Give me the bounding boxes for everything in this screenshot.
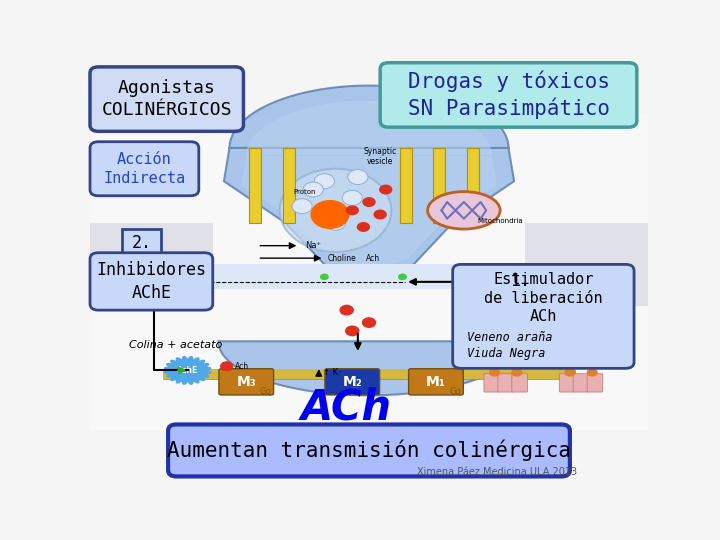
- FancyBboxPatch shape: [249, 148, 261, 223]
- Circle shape: [398, 274, 407, 280]
- FancyBboxPatch shape: [512, 374, 528, 392]
- Circle shape: [564, 368, 575, 377]
- Text: Acción
Indirecta: Acción Indirecta: [104, 152, 186, 186]
- Text: Ca²⁺: Ca²⁺: [503, 276, 525, 286]
- FancyBboxPatch shape: [400, 148, 412, 223]
- Text: 1.: 1.: [510, 272, 530, 290]
- Polygon shape: [224, 86, 514, 281]
- FancyBboxPatch shape: [163, 369, 575, 379]
- FancyBboxPatch shape: [409, 369, 463, 395]
- FancyBboxPatch shape: [168, 424, 570, 476]
- Text: Gi: Gi: [351, 387, 359, 396]
- FancyBboxPatch shape: [90, 253, 213, 310]
- Text: AchE: AchE: [177, 366, 198, 375]
- FancyBboxPatch shape: [526, 223, 648, 306]
- Text: Gq: Gq: [260, 387, 271, 396]
- Circle shape: [379, 185, 392, 194]
- Circle shape: [310, 200, 349, 229]
- Circle shape: [342, 191, 362, 205]
- Text: Ach: Ach: [366, 254, 380, 262]
- FancyBboxPatch shape: [219, 369, 274, 395]
- Polygon shape: [218, 341, 520, 395]
- Text: Mitochondria: Mitochondria: [478, 218, 523, 224]
- FancyBboxPatch shape: [163, 373, 575, 379]
- FancyBboxPatch shape: [90, 67, 243, 131]
- FancyBboxPatch shape: [380, 63, 637, 127]
- Circle shape: [325, 215, 346, 230]
- Text: Agonistas
COLINÉRGICOS: Agonistas COLINÉRGICOS: [102, 79, 232, 119]
- Text: Ach: Ach: [235, 362, 249, 371]
- Polygon shape: [241, 100, 497, 273]
- FancyBboxPatch shape: [122, 229, 161, 258]
- Text: Gq: Gq: [449, 387, 462, 396]
- Circle shape: [356, 222, 370, 232]
- Text: Choline: Choline: [327, 254, 356, 262]
- FancyBboxPatch shape: [282, 148, 294, 223]
- FancyBboxPatch shape: [325, 369, 379, 395]
- Text: Proton: Proton: [294, 188, 316, 194]
- Circle shape: [362, 197, 376, 207]
- Circle shape: [348, 170, 368, 185]
- Text: Ximena Páez Medicina ULA 2013: Ximena Páez Medicina ULA 2013: [418, 467, 577, 477]
- Text: M₃: M₃: [236, 375, 256, 389]
- Text: Synaptic
vesicle: Synaptic vesicle: [364, 146, 397, 166]
- Circle shape: [279, 168, 392, 252]
- Text: Inhibidores
AChE: Inhibidores AChE: [96, 261, 207, 301]
- FancyBboxPatch shape: [213, 265, 526, 289]
- Text: Veneno araña
Viuda Negra: Veneno araña Viuda Negra: [467, 331, 552, 360]
- FancyBboxPatch shape: [573, 374, 589, 392]
- Text: ↑ K⁻: ↑ K⁻: [323, 368, 343, 377]
- Circle shape: [320, 274, 329, 280]
- Text: Colina + acetato: Colina + acetato: [129, 340, 222, 350]
- Circle shape: [292, 199, 312, 214]
- FancyBboxPatch shape: [498, 374, 513, 392]
- Text: Aumentan transmisión colinérgica: Aumentan transmisión colinérgica: [167, 440, 571, 461]
- FancyBboxPatch shape: [453, 265, 634, 368]
- Circle shape: [587, 368, 598, 377]
- FancyBboxPatch shape: [588, 374, 603, 392]
- Circle shape: [303, 182, 323, 197]
- Text: Na⁺: Na⁺: [305, 241, 321, 250]
- Circle shape: [339, 305, 354, 315]
- Text: Estimulador
de liberación
ACh: Estimulador de liberación ACh: [484, 272, 603, 324]
- Circle shape: [489, 368, 500, 377]
- FancyBboxPatch shape: [433, 148, 446, 223]
- Text: M₁: M₁: [426, 375, 446, 389]
- Circle shape: [220, 361, 233, 371]
- Circle shape: [346, 205, 359, 215]
- FancyBboxPatch shape: [501, 267, 538, 295]
- Text: 2.: 2.: [132, 234, 152, 252]
- FancyBboxPatch shape: [559, 374, 575, 392]
- Circle shape: [374, 210, 387, 219]
- Circle shape: [361, 317, 377, 328]
- Polygon shape: [164, 356, 211, 384]
- Text: Drogas y tóxicos
SN Parasimpático: Drogas y tóxicos SN Parasimpático: [408, 71, 610, 119]
- FancyBboxPatch shape: [484, 374, 500, 392]
- FancyBboxPatch shape: [467, 148, 479, 223]
- Text: ACh: ACh: [301, 387, 392, 429]
- FancyBboxPatch shape: [90, 223, 213, 306]
- Circle shape: [511, 368, 523, 377]
- Circle shape: [345, 326, 359, 336]
- Ellipse shape: [428, 192, 500, 229]
- FancyBboxPatch shape: [90, 114, 648, 431]
- FancyBboxPatch shape: [90, 141, 199, 196]
- Circle shape: [315, 174, 334, 188]
- FancyBboxPatch shape: [163, 369, 575, 375]
- Text: M₂: M₂: [343, 375, 362, 389]
